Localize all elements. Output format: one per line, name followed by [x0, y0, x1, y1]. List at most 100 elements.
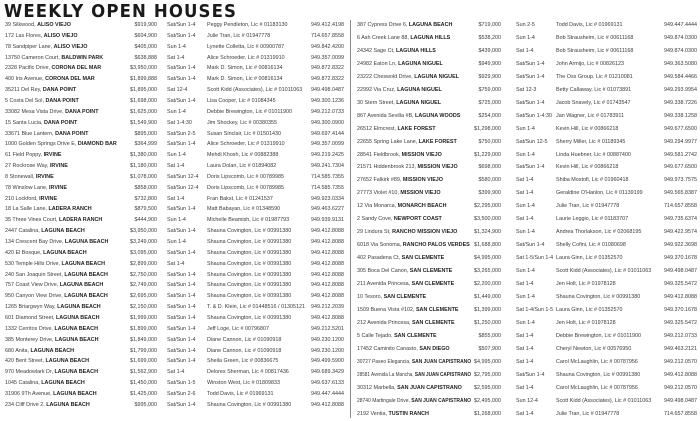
listing-row: 29 Lindura St, RANCHO MISSION VIEJO $1,32…: [351, 227, 700, 237]
listing-price: $1,449,000: [474, 293, 501, 300]
agent-license: Jacob Snavely, Lic # 01743547: [556, 99, 631, 106]
street: 28541 Fieldbrook,: [357, 151, 402, 158]
street: 530 Temple Hills Drive,: [5, 260, 62, 267]
listing-row: 234 Cliff Drive 2, LAGUNA BEACH $995,000 S…: [0, 400, 348, 410]
listing-row: 23222 Cheswold Drive, LAGUNA NIGUEL $929,…: [351, 72, 700, 82]
city: LAGUNA BEACH: [53, 390, 97, 397]
listing-address: 24342 Sage Ct, LAGUNA HILLS: [357, 46, 436, 56]
listing-price: $1,450,000: [130, 380, 157, 387]
open-house-times: Sat 1-4: [516, 177, 534, 184]
city: BALDWIN PARK: [61, 54, 104, 61]
listing-row: 12 Via Monarca, MONARCH BEACH $2,295,000 S…: [351, 201, 700, 211]
open-house-times: Sun 1-4: [516, 268, 535, 275]
listing-address: 5 Calle Tejado, SAN CLEMENTE: [357, 331, 437, 341]
city: SAN CLEMENTE: [394, 332, 437, 339]
street: 5 Calle Tejado,: [357, 332, 395, 339]
listing-row: 24982 Eaton Ln, LAGUNA NIGUEL $949,900 Sat…: [351, 59, 700, 69]
agent-phone: 949.463.6227: [311, 206, 344, 213]
listing-address: 950 Canyon View Drive, LAGUNA BEACH: [5, 291, 108, 301]
agent-phone: 949.412.8088: [664, 371, 697, 378]
open-house-times: Sat/Sun 1-4: [167, 206, 196, 213]
city: LAGUNA NIGUEL: [397, 86, 442, 93]
city: CORONA DEL MAR: [45, 76, 95, 83]
listing-price: $3,950,000: [130, 65, 157, 72]
open-house-times: Sun 1-4: [516, 125, 535, 132]
listing-price: $2,595,000: [474, 384, 501, 391]
agent-license: Shauna Covington, Lic # 00991380: [207, 314, 292, 321]
street: 172 Las Flores,: [5, 32, 44, 39]
street: 2192 Ventia,: [357, 410, 389, 417]
street: 402 Pasadena Ct,: [357, 255, 402, 262]
agent-license: Scott Kidd (Associates), Lic # 01011063: [207, 87, 303, 94]
listing-price: $3,500,000: [474, 216, 501, 223]
city: LAKE FOREST: [397, 125, 436, 132]
street: 27 Rockrose Way,: [5, 163, 50, 170]
listing-price: $929,900: [478, 73, 501, 80]
street: 26512 Elmcrest,: [357, 125, 398, 132]
listing-address: 211 Avenida Princesa, SAN CLEMENTE: [357, 279, 454, 289]
listing-price: $895,000: [134, 130, 157, 137]
street: 1509 Buena Vista #102,: [357, 306, 416, 313]
listing-row: 17452 Caminito Canasto, SAN DIEGO $507,90…: [351, 344, 700, 354]
agent-phone: 949.463.2121: [664, 345, 697, 352]
open-house-times: Sat 12-3: [516, 86, 537, 93]
listing-row: 2 Sandy Cove, NEWPORT COAST $3,500,000 Sat…: [351, 214, 700, 224]
agent-phone: 949.412.8088: [311, 271, 344, 278]
street: 1332 Cerritos Drive,: [5, 325, 55, 332]
agent-phone: 949.677.6500: [664, 125, 697, 132]
street: 2328 Pacific Drive,: [5, 65, 52, 72]
agent-license: Diane Cannon, Lic # 01090918: [207, 336, 282, 343]
agent-phone: 949.293.9954: [664, 86, 697, 93]
city: LAGUNA WOODS: [415, 112, 461, 119]
street: 234 Cliff Drive 2,: [5, 401, 47, 408]
street: 1000 Golden Springs Drive E,: [5, 141, 78, 148]
listing-price: $1,899,888: [130, 76, 157, 83]
agent-license: Shauna Covington, Lic # 00991380: [207, 260, 292, 267]
street: 420 Bent Street,: [5, 358, 46, 365]
city: LAGUNA BEACH: [57, 304, 101, 311]
listing-price: $1,562,900: [130, 369, 157, 376]
listing-address: 35 Three Vines Court, LADERA RANCH: [5, 215, 102, 225]
agent-license: Mehdi Khosh, Lic # 00882388: [207, 152, 279, 159]
agent-phone: 949.677.6500: [664, 164, 697, 171]
city: LAGUNA BEACH: [55, 336, 99, 343]
listing-price: $2,750,000: [130, 271, 157, 278]
street: 22655 Spring Lake Lane,: [357, 138, 419, 145]
listing-address: 6 Ash Creek Lane 88, LAGUNA HILLS: [357, 33, 450, 43]
open-house-times: Sun 1-4: [516, 319, 535, 326]
agent-phone: 949.212.0570: [664, 384, 697, 391]
listing-price: $1,698,000: [130, 97, 157, 104]
listing-address: 18 La Salle Lane, LADERA RANCH: [5, 204, 92, 214]
city: TUSTIN RANCH: [388, 410, 429, 417]
listing-price: $1,688,800: [474, 242, 501, 249]
listing-address: 78 Sandpiper Lane, ALISO VIEJO: [5, 42, 87, 52]
street: 39 Silkwood,: [5, 22, 38, 28]
listing-row: 10 Tesoro, SAN CLEMENTE $1,449,000 Sun 1-4…: [351, 292, 700, 302]
listing-address: 21571 Hiddenbrook 213, MISSION VIEJO: [357, 162, 458, 172]
listing-price: $538,200: [478, 34, 501, 41]
open-house-times: Sat/Sun 12-5: [516, 138, 548, 145]
agent-license: The Oss Group, Lic # 01210081: [556, 73, 633, 80]
agent-license: Andrea Thorlakson, Lic # 02068195: [556, 229, 642, 236]
agent-license: Peggy Pendleton, Lic # 01183130: [207, 22, 288, 28]
city: LAGUNA BEACH: [64, 293, 108, 300]
open-house-times: Sat 1-4: [516, 345, 534, 352]
open-house-times: Sat 1-4: [167, 54, 185, 61]
street: 30 Stern Street,: [357, 99, 397, 106]
city: LAGUNA NIGUEL: [414, 73, 459, 80]
listing-row: 39 Silkwood, ALISO VIEJO $919,900 Sat/Sun …: [0, 20, 348, 30]
open-house-times: Sat/Sun 12-4: [167, 173, 199, 180]
agent-phone: 714.585.7355: [311, 173, 344, 180]
agent-phone: 949.637.6133: [311, 380, 344, 387]
listing-row: 33671 Blue Lantern, DANA POINT $895,000 Sa…: [0, 129, 348, 139]
city: DANA POINT: [42, 87, 77, 94]
street: 18 La Salle Lane,: [5, 206, 49, 213]
listing-price: $580,000: [478, 177, 501, 184]
listing-row: 22992 Via Cruz, LAGUNA NIGUEL $759,000 Sat…: [351, 85, 700, 95]
agent-phone: 949.498.0487: [311, 87, 344, 94]
agent-phone: 949.412.8088: [311, 401, 344, 408]
listing-address: 420 El Bosque, LAGUNA BEACH: [5, 248, 87, 258]
agent-license: Bob Strausheim, Lic # 00611168: [556, 34, 634, 41]
open-house-times: Sun 1-4: [516, 203, 535, 210]
street: 12 Via Monarca,: [357, 203, 398, 210]
